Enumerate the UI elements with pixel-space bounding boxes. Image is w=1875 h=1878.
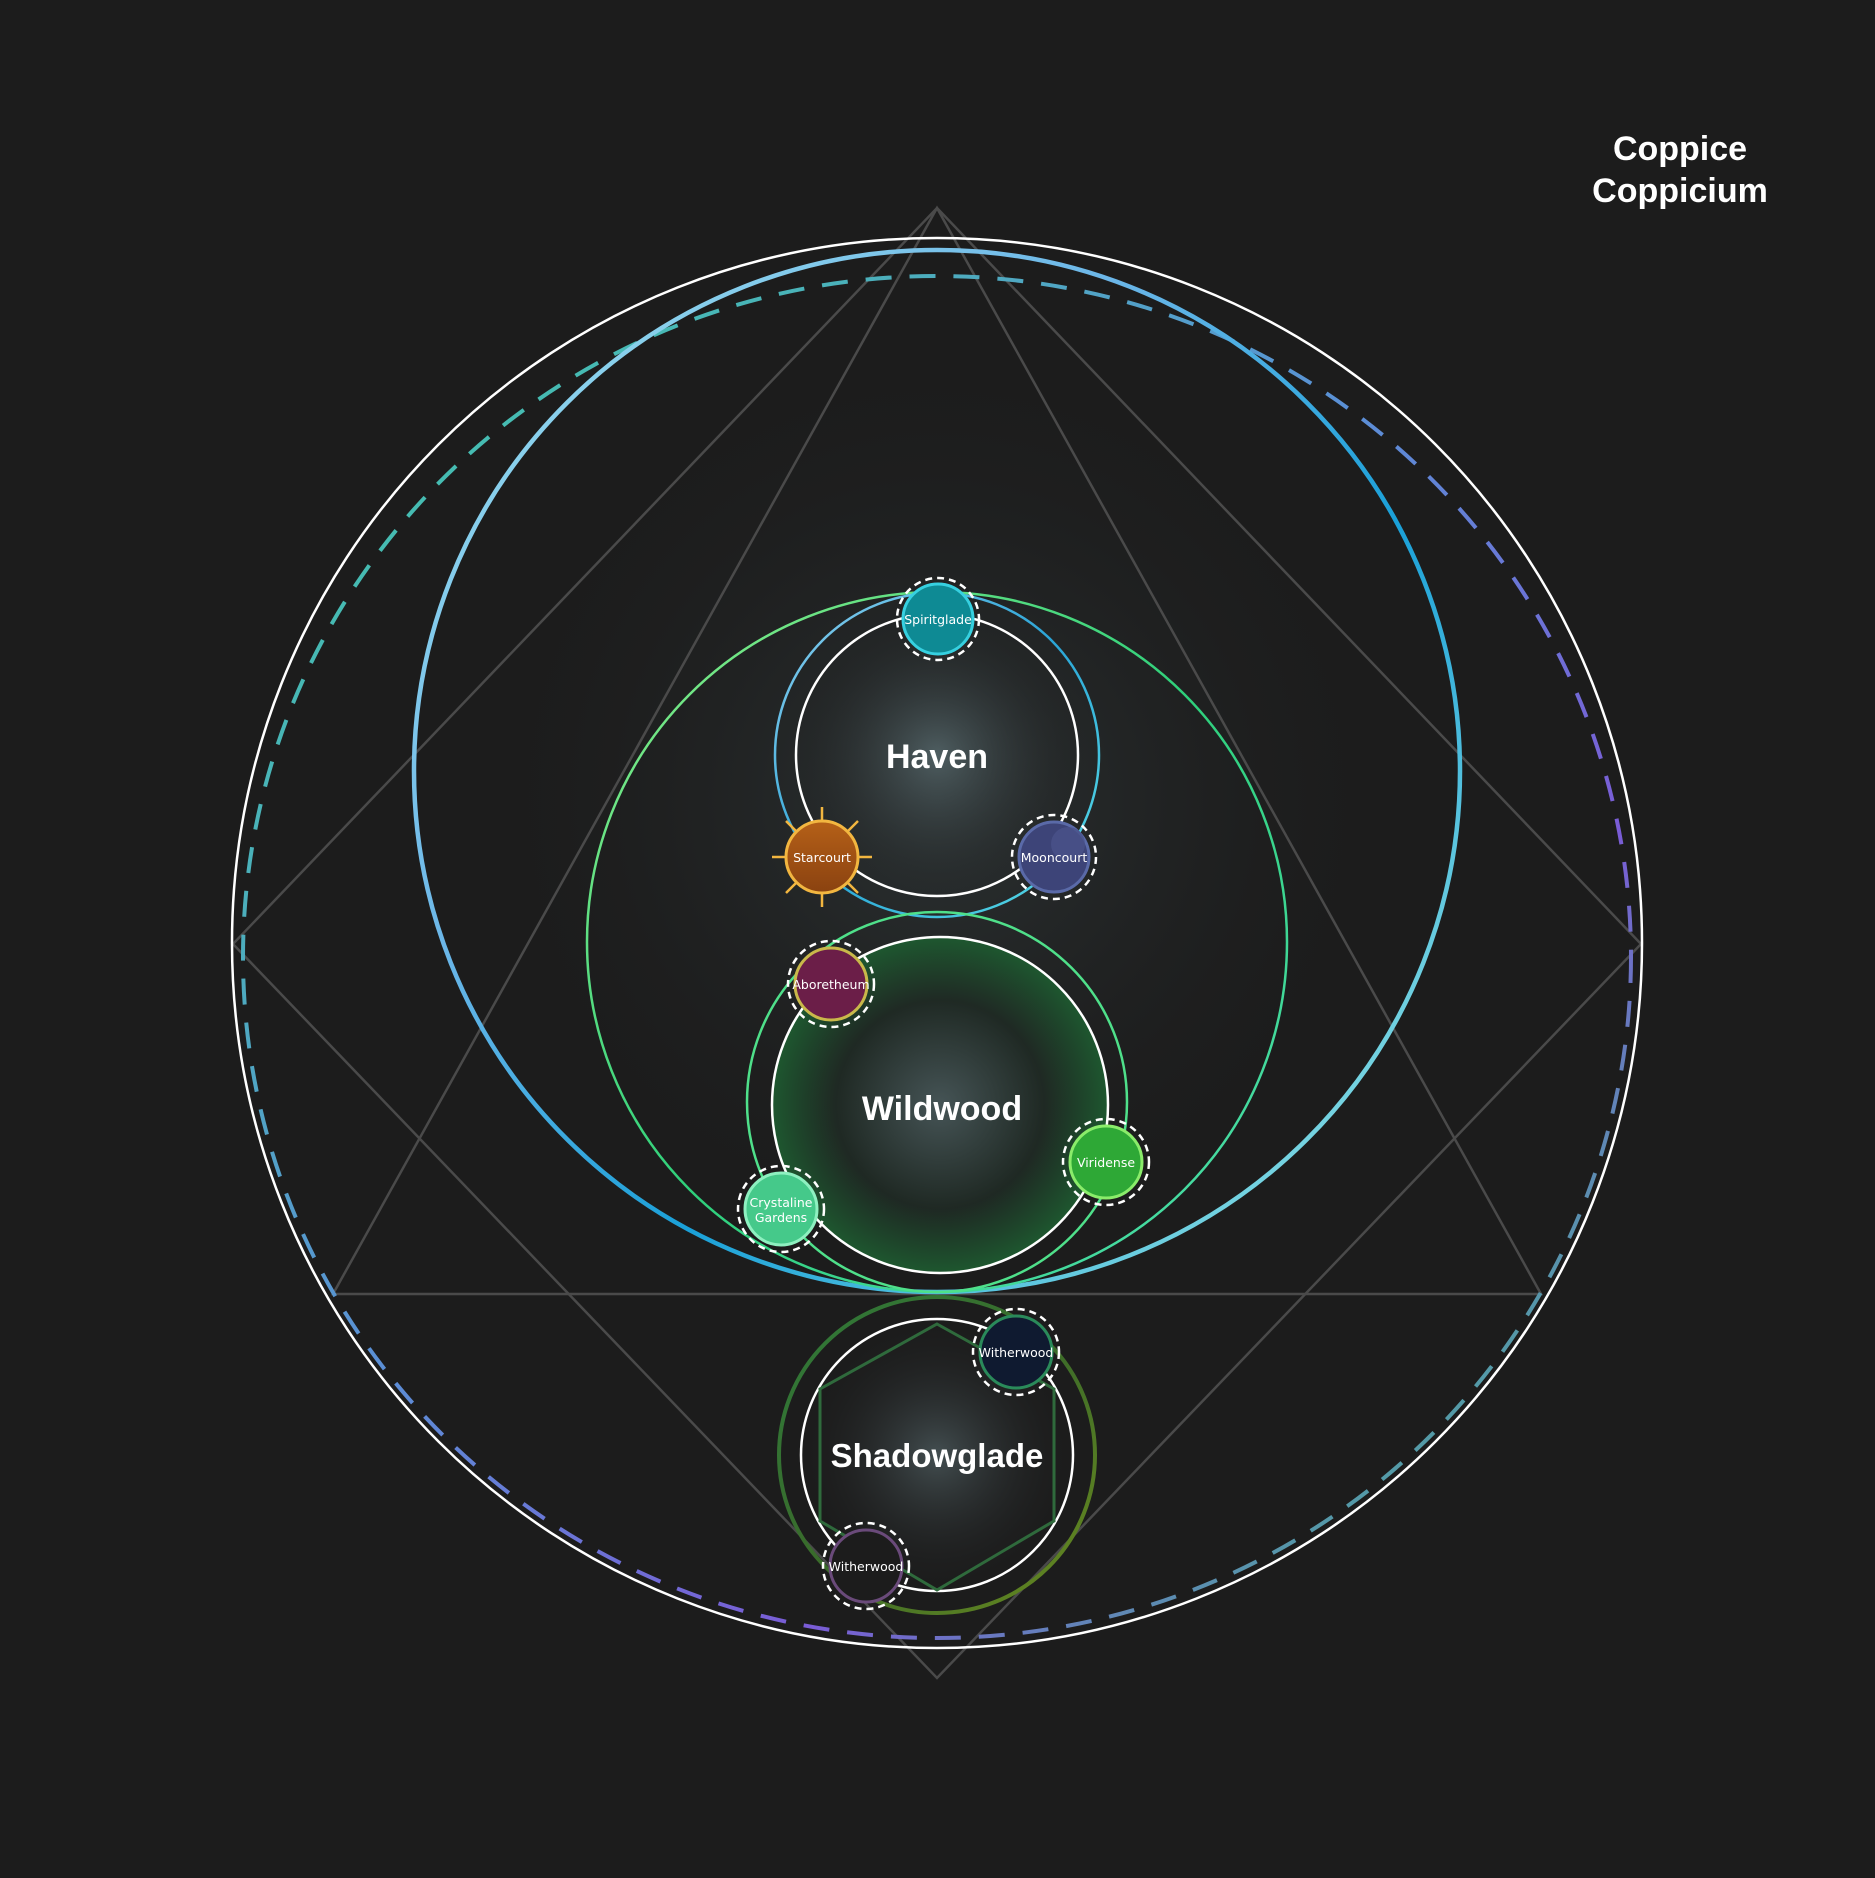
diagram-title: Coppice Coppicium xyxy=(1530,128,1830,212)
title-line-2: Coppicium xyxy=(1592,172,1768,210)
shadowglade-realm: Shadowglade xyxy=(777,1295,1097,1615)
shadowglade-label: Shadowglade xyxy=(831,1437,1044,1474)
viridense-label: Viridense xyxy=(1077,1155,1135,1170)
title-line-1: Coppice xyxy=(1612,130,1748,168)
aboretheum-label: Aboretheum xyxy=(792,977,869,992)
haven-glow xyxy=(787,605,1087,905)
wildwood-ring xyxy=(770,935,1110,1275)
spiritglade-label: Spiritglade xyxy=(904,612,972,627)
haven-label: Haven xyxy=(886,738,988,776)
crystaline-label-line1: Crystaline xyxy=(750,1195,813,1210)
node-spiritglade[interactable]: Spiritglade xyxy=(895,576,981,662)
node-viridense[interactable]: Viridense xyxy=(1061,1117,1151,1207)
crystaline-label-line2: Gardens xyxy=(755,1210,807,1225)
outer-ring xyxy=(230,236,1644,1650)
mooncourt-label: Mooncourt xyxy=(1021,850,1088,865)
node-witherwood-lower[interactable]: Witherwood xyxy=(821,1521,911,1611)
wildwood-orbit-ring xyxy=(745,910,1129,1294)
node-starcourt[interactable]: Starcourt xyxy=(772,807,872,907)
moon-icon xyxy=(1051,827,1085,861)
outer-dashed-ring xyxy=(241,274,1633,1640)
wildwood-label: Wildwood xyxy=(862,1090,1022,1128)
node-mooncourt[interactable]: Mooncourt xyxy=(1010,813,1098,901)
wildwood-realm: Wildwood xyxy=(745,910,1129,1294)
guide-diamond xyxy=(231,206,1643,1680)
starcourt-label: Starcourt xyxy=(793,850,851,865)
node-witherwood-upper[interactable]: Witherwood xyxy=(971,1307,1061,1397)
witherwood-upper-label: Witherwood xyxy=(979,1345,1054,1360)
node-crystaline-gardens[interactable]: Crystaline Gardens xyxy=(736,1164,826,1254)
shadowglade-orbit-ring xyxy=(777,1295,1097,1615)
witherwood-lower-label: Witherwood xyxy=(829,1559,904,1574)
shadowglade-hexagon xyxy=(818,1322,1056,1592)
node-aboretheum[interactable]: Aboretheum xyxy=(786,939,876,1029)
